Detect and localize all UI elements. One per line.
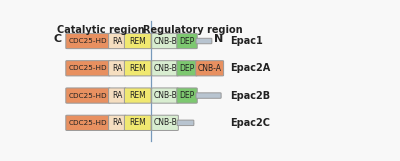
Text: Catalytic region: Catalytic region	[57, 25, 145, 35]
Text: C: C	[54, 34, 62, 44]
Text: CNB-B: CNB-B	[153, 64, 177, 73]
Text: Epac2B: Epac2B	[230, 90, 270, 101]
FancyBboxPatch shape	[196, 61, 224, 76]
Text: CDC25-HD: CDC25-HD	[69, 38, 107, 44]
FancyBboxPatch shape	[196, 93, 221, 98]
Text: DEP: DEP	[179, 37, 195, 46]
FancyBboxPatch shape	[108, 33, 126, 49]
FancyBboxPatch shape	[66, 61, 110, 76]
FancyBboxPatch shape	[196, 38, 212, 44]
Text: CNB-B: CNB-B	[153, 91, 177, 100]
FancyBboxPatch shape	[177, 33, 197, 49]
Text: Epac2A: Epac2A	[230, 63, 270, 73]
FancyBboxPatch shape	[108, 61, 126, 76]
FancyBboxPatch shape	[66, 33, 110, 49]
FancyBboxPatch shape	[124, 33, 151, 49]
FancyBboxPatch shape	[152, 88, 178, 103]
Text: REM: REM	[129, 37, 146, 46]
Text: DEP: DEP	[179, 64, 195, 73]
FancyBboxPatch shape	[66, 115, 110, 130]
FancyBboxPatch shape	[108, 88, 126, 103]
Text: REM: REM	[129, 64, 146, 73]
FancyBboxPatch shape	[177, 88, 197, 103]
FancyBboxPatch shape	[124, 88, 151, 103]
FancyBboxPatch shape	[152, 61, 178, 76]
Text: CDC25-HD: CDC25-HD	[69, 120, 107, 126]
Text: CNB-A: CNB-A	[198, 64, 222, 73]
Text: N: N	[214, 34, 223, 44]
Text: Epac2C: Epac2C	[230, 118, 270, 128]
FancyBboxPatch shape	[177, 120, 194, 126]
Text: RA: RA	[112, 37, 122, 46]
FancyBboxPatch shape	[152, 33, 178, 49]
FancyBboxPatch shape	[177, 61, 197, 76]
Text: REM: REM	[129, 118, 146, 127]
FancyBboxPatch shape	[124, 115, 151, 130]
Text: CNB-B: CNB-B	[153, 37, 177, 46]
Text: CDC25-HD: CDC25-HD	[69, 93, 107, 99]
FancyBboxPatch shape	[66, 88, 110, 103]
Text: Epac1: Epac1	[230, 36, 262, 46]
Text: CDC25-HD: CDC25-HD	[69, 65, 107, 71]
FancyBboxPatch shape	[152, 115, 178, 130]
Text: DEP: DEP	[179, 91, 195, 100]
Text: RA: RA	[112, 91, 122, 100]
FancyBboxPatch shape	[108, 115, 126, 130]
FancyBboxPatch shape	[124, 61, 151, 76]
Text: RA: RA	[112, 118, 122, 127]
Text: REM: REM	[129, 91, 146, 100]
Text: CNB-B: CNB-B	[153, 118, 177, 127]
Text: Regulatory region: Regulatory region	[143, 25, 242, 35]
Text: RA: RA	[112, 64, 122, 73]
